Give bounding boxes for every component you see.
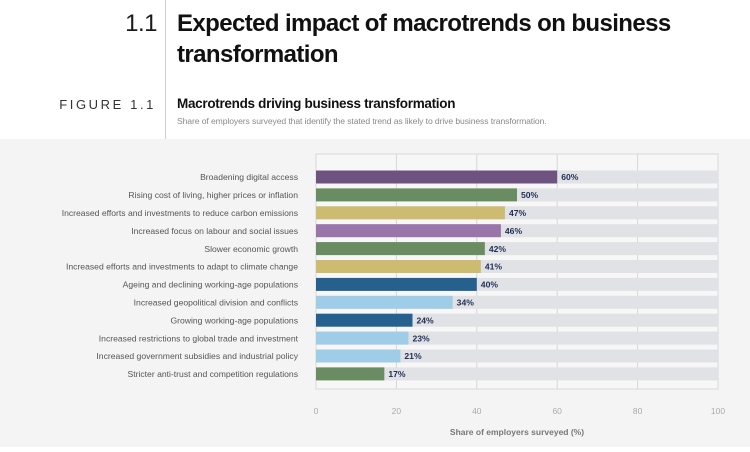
category-label: Increased efforts and investments to red… [62, 208, 298, 218]
value-label: 17% [388, 369, 406, 379]
bar [316, 331, 409, 345]
bar [316, 349, 401, 363]
category-label: Rising cost of living, higher prices or … [128, 190, 298, 200]
bars [316, 170, 558, 381]
header-divider [165, 0, 166, 139]
bar-chart: Broadening digital access Rising cost of … [62, 153, 726, 437]
x-tick-label: 60 [552, 406, 562, 416]
value-labels: 60% 50% 47% 46% 42% 41% 40% 34% 24% 23% 21% 17% [388, 172, 578, 379]
category-label: Increased geopolitical division and conf… [134, 298, 298, 308]
category-labels: Broadening digital access Rising cost of … [62, 172, 299, 379]
bar-track [316, 349, 718, 363]
x-tick-label: 0 [314, 406, 319, 416]
category-label: Increased focus on labour and social iss… [131, 226, 298, 236]
value-label: 24% [416, 315, 434, 325]
x-tick-labels: 0 20 40 60 80 100 [314, 406, 726, 416]
bar [316, 260, 481, 273]
category-label: Increased efforts and investments to ada… [66, 262, 298, 272]
category-label: Stricter anti-trust and competition regu… [127, 369, 298, 379]
value-label: 42% [489, 244, 507, 254]
bar [316, 242, 485, 256]
bar [316, 367, 385, 381]
value-label: 47% [509, 208, 527, 218]
bar-track [316, 313, 718, 327]
x-axis-label: Share of employers surveyed (%) [450, 427, 584, 437]
value-label: 23% [412, 333, 430, 343]
bar-track [316, 367, 718, 381]
value-label: 41% [485, 262, 503, 272]
bar-track [316, 331, 718, 345]
figure-label: FIGURE 1.1 [59, 97, 156, 112]
chart-panel: Broadening digital access Rising cost of … [0, 139, 750, 447]
section-title: Expected impact of macrotrends on busine… [177, 10, 671, 68]
bar [316, 295, 453, 309]
section-number: 1.1 [125, 10, 157, 37]
x-tick-label: 40 [472, 406, 482, 416]
bar [316, 188, 517, 202]
value-label: 60% [561, 172, 579, 182]
bar [316, 313, 413, 327]
figure-title: Macrotrends driving business transformat… [177, 96, 456, 111]
bar [316, 170, 558, 184]
x-tick-label: 80 [633, 406, 643, 416]
bar [316, 277, 477, 291]
figure-subtitle: Share of employers surveyed that identif… [177, 116, 547, 126]
category-label: Ageing and declining working-age populat… [123, 280, 298, 290]
category-label: Broadening digital access [200, 172, 298, 182]
category-label: Increased government subsidies and indus… [96, 351, 298, 361]
value-label: 46% [505, 226, 523, 236]
x-tick-label: 100 [711, 406, 725, 416]
x-tick-label: 20 [392, 406, 402, 416]
value-label: 34% [457, 298, 475, 308]
value-label: 21% [404, 351, 422, 361]
value-label: 50% [521, 190, 539, 200]
category-label: Slower economic growth [204, 244, 298, 254]
value-label: 40% [481, 280, 499, 290]
category-label: Growing working-age populations [170, 315, 298, 325]
bar [316, 224, 501, 238]
category-label: Increased restrictions to global trade a… [99, 333, 299, 343]
bar [316, 206, 505, 220]
